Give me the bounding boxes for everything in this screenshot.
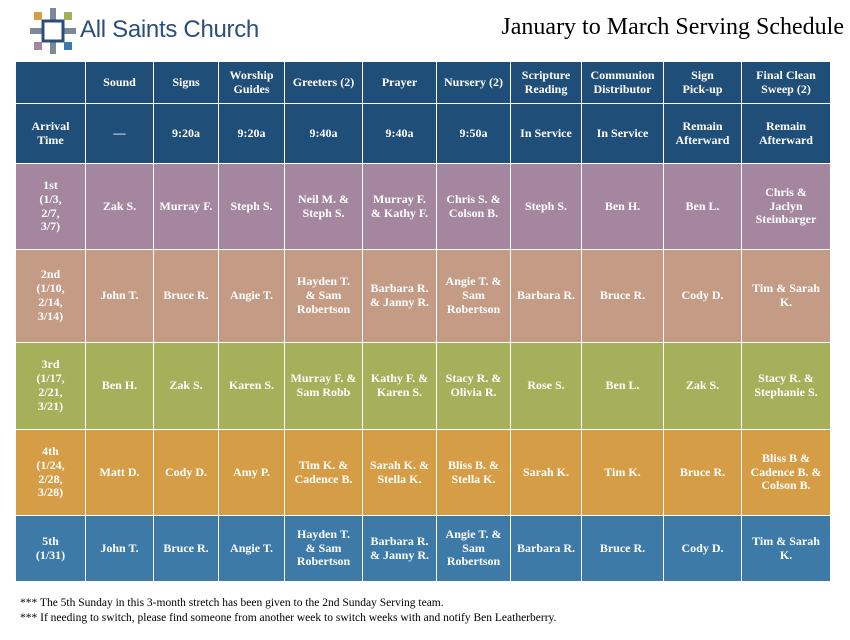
table-cell: Barbara R. & Janny R. <box>362 515 437 582</box>
footnote: *** If needing to switch, please find so… <box>20 612 557 624</box>
footnotes: *** The 5th Sunday in this 3-month stret… <box>20 596 820 626</box>
table-cell: Matt D. <box>85 429 154 516</box>
arrival-cell: Remain Afterward <box>663 103 742 164</box>
column-header <box>15 61 86 104</box>
week-label: 2nd (1/10, 2/14, 3/14) <box>15 249 86 343</box>
week-row-2: 2nd (1/10, 2/14, 3/14) John T. Bruce R. … <box>15 249 831 343</box>
week-row-4: 4th (1/24, 2/28, 3/28) Matt D. Cody D. A… <box>15 429 831 516</box>
arrival-cell: — <box>85 103 154 164</box>
table-cell: Sarah K. <box>510 429 582 516</box>
table-cell: Bruce R. <box>581 515 664 582</box>
column-header: Communion Distributor <box>581 61 664 104</box>
table-cell: Angie T. & Sam Robertson <box>436 515 511 582</box>
table-cell: Barbara R. <box>510 249 582 343</box>
arrival-time-row: Arrival Time — 9:20a 9:20a 9:40a 9:40a 9… <box>15 103 831 164</box>
table-cell: Rose S. <box>510 342 582 430</box>
table-cell: Angie T. <box>218 515 285 582</box>
week-label: 3rd (1/17, 2/21, 3/21) <box>15 342 86 430</box>
column-header: Nursery (2) <box>436 61 511 104</box>
table-cell: Steph S. <box>510 163 582 250</box>
table-cell: Tim K. & Cadence B. <box>284 429 363 516</box>
week-row-5: 5th (1/31) John T. Bruce R. Angie T. Hay… <box>15 515 831 582</box>
table-cell: Bliss B & Cadence B. & Colson B. <box>741 429 831 516</box>
arrival-cell: 9:20a <box>218 103 285 164</box>
table-cell: Murray F. & Sam Robb <box>284 342 363 430</box>
column-header: Final Clean Sweep (2) <box>741 61 831 104</box>
table-cell: Ben L. <box>581 342 664 430</box>
table-cell: John T. <box>85 515 154 582</box>
table-cell: Ben L. <box>663 163 742 250</box>
table-cell: Stacy R. & Olivia R. <box>436 342 511 430</box>
table-cell: Chris S. & Colson B. <box>436 163 511 250</box>
table-cell: Amy P. <box>218 429 285 516</box>
arrival-cell: 9:40a <box>362 103 437 164</box>
column-header: Worship Guides <box>218 61 285 104</box>
table-cell: Karen S. <box>218 342 285 430</box>
arrival-cell: Arrival Time <box>15 103 86 164</box>
week-label: 4th (1/24, 2/28, 3/28) <box>15 429 86 516</box>
table-cell: Cody D. <box>663 515 742 582</box>
cross-logo-icon <box>30 8 76 54</box>
page-title: January to March Serving Schedule <box>501 14 844 40</box>
page-header: All Saints Church January to March Servi… <box>0 0 850 60</box>
table-cell: Tim & Sarah K. <box>741 249 831 343</box>
table-cell: Kathy F. & Karen S. <box>362 342 437 430</box>
column-header-row: Sound Signs Worship Guides Greeters (2) … <box>15 61 831 104</box>
table-cell: Murray F. & Kathy F. <box>362 163 437 250</box>
column-header: Sign Pick-up <box>663 61 742 104</box>
table-cell: Angie T. <box>218 249 285 343</box>
table-cell: Hayden T. & Sam Robertson <box>284 249 363 343</box>
arrival-cell: 9:20a <box>153 103 219 164</box>
week-row-3: 3rd (1/17, 2/21, 3/21) Ben H. Zak S. Kar… <box>15 342 831 430</box>
table-cell: Bruce R. <box>581 249 664 343</box>
table-cell: Zak S. <box>663 342 742 430</box>
week-label: 5th (1/31) <box>15 515 86 582</box>
church-name: All Saints Church <box>80 16 259 43</box>
arrival-cell: 9:40a <box>284 103 363 164</box>
table-cell: Tim & Sarah K. <box>741 515 831 582</box>
column-header: Greeters (2) <box>284 61 363 104</box>
table-cell: Zak S. <box>153 342 219 430</box>
table-cell: Bliss B. & Stella K. <box>436 429 511 516</box>
table-cell: Steph S. <box>218 163 285 250</box>
column-header: Scripture Reading <box>510 61 582 104</box>
table-cell: Bruce R. <box>153 249 219 343</box>
column-header: Signs <box>153 61 219 104</box>
schedule-table: Sound Signs Worship Guides Greeters (2) … <box>15 61 831 582</box>
arrival-cell: Remain Afterward <box>741 103 831 164</box>
table-cell: Neil M. & Steph S. <box>284 163 363 250</box>
table-cell: Cody D. <box>153 429 219 516</box>
week-label: 1st (1/3, 2/7, 3/7) <box>15 163 86 250</box>
column-header: Sound <box>85 61 154 104</box>
arrival-cell: 9:50a <box>436 103 511 164</box>
footnote: *** The 5th Sunday in this 3-month stret… <box>20 597 444 609</box>
table-cell: Murray F. <box>153 163 219 250</box>
table-cell: Ben H. <box>581 163 664 250</box>
table-cell: Bruce R. <box>153 515 219 582</box>
arrival-cell: In Service <box>510 103 582 164</box>
table-cell: Angie T. & Sam Robertson <box>436 249 511 343</box>
table-cell: Bruce R. <box>663 429 742 516</box>
table-cell: Stacy R. & Stephanie S. <box>741 342 831 430</box>
table-cell: Zak S. <box>85 163 154 250</box>
week-row-1: 1st (1/3, 2/7, 3/7) Zak S. Murray F. Ste… <box>15 163 831 250</box>
table-cell: Ben H. <box>85 342 154 430</box>
table-cell: Tim K. <box>581 429 664 516</box>
table-cell: Barbara R. <box>510 515 582 582</box>
table-cell: Hayden T. & Sam Robertson <box>284 515 363 582</box>
table-cell: Sarah K. & Stella K. <box>362 429 437 516</box>
column-header: Prayer <box>362 61 437 104</box>
table-cell: Chris & Jaclyn Steinbarger <box>741 163 831 250</box>
table-cell: Barbara R. & Janny R. <box>362 249 437 343</box>
table-cell: Cody D. <box>663 249 742 343</box>
table-cell: John T. <box>85 249 154 343</box>
arrival-cell: In Service <box>581 103 664 164</box>
